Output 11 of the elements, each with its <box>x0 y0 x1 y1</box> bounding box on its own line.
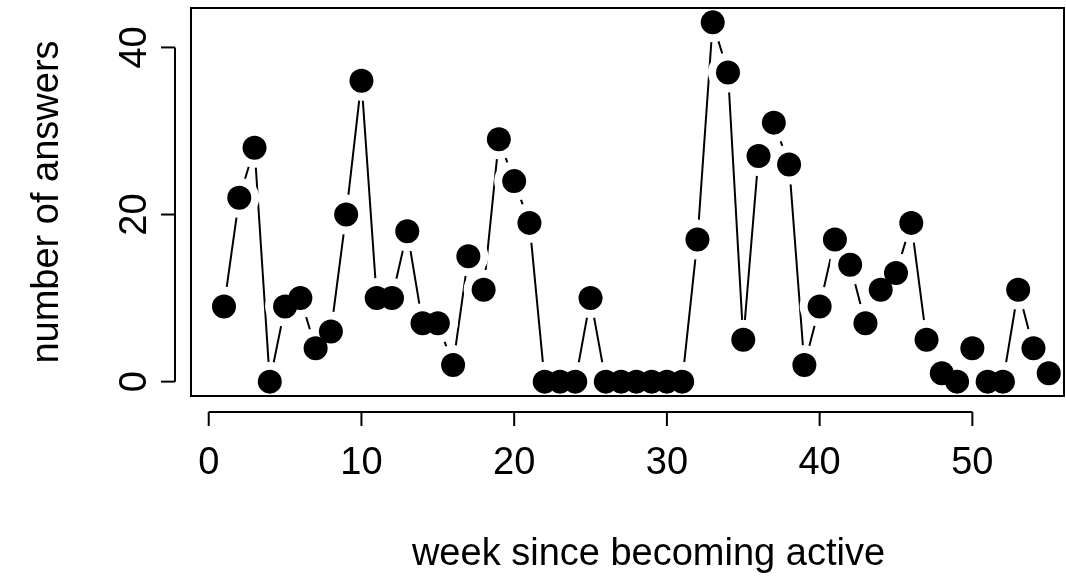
x-tick-label: 10 <box>340 440 383 482</box>
x-tick-label: 20 <box>493 440 536 482</box>
y-tick-label: 20 <box>112 193 154 236</box>
y-tick-label: 40 <box>112 26 154 69</box>
x-tick-label: 50 <box>951 440 994 482</box>
x-tick-label: 0 <box>198 440 220 482</box>
y-axis-title: number of answers <box>24 40 66 364</box>
x-tick-label: 30 <box>645 440 689 482</box>
x-axis-title: week since becoming active <box>410 531 886 573</box>
y-tick-label: 0 <box>112 371 154 393</box>
x-tick-label: 40 <box>798 440 841 482</box>
